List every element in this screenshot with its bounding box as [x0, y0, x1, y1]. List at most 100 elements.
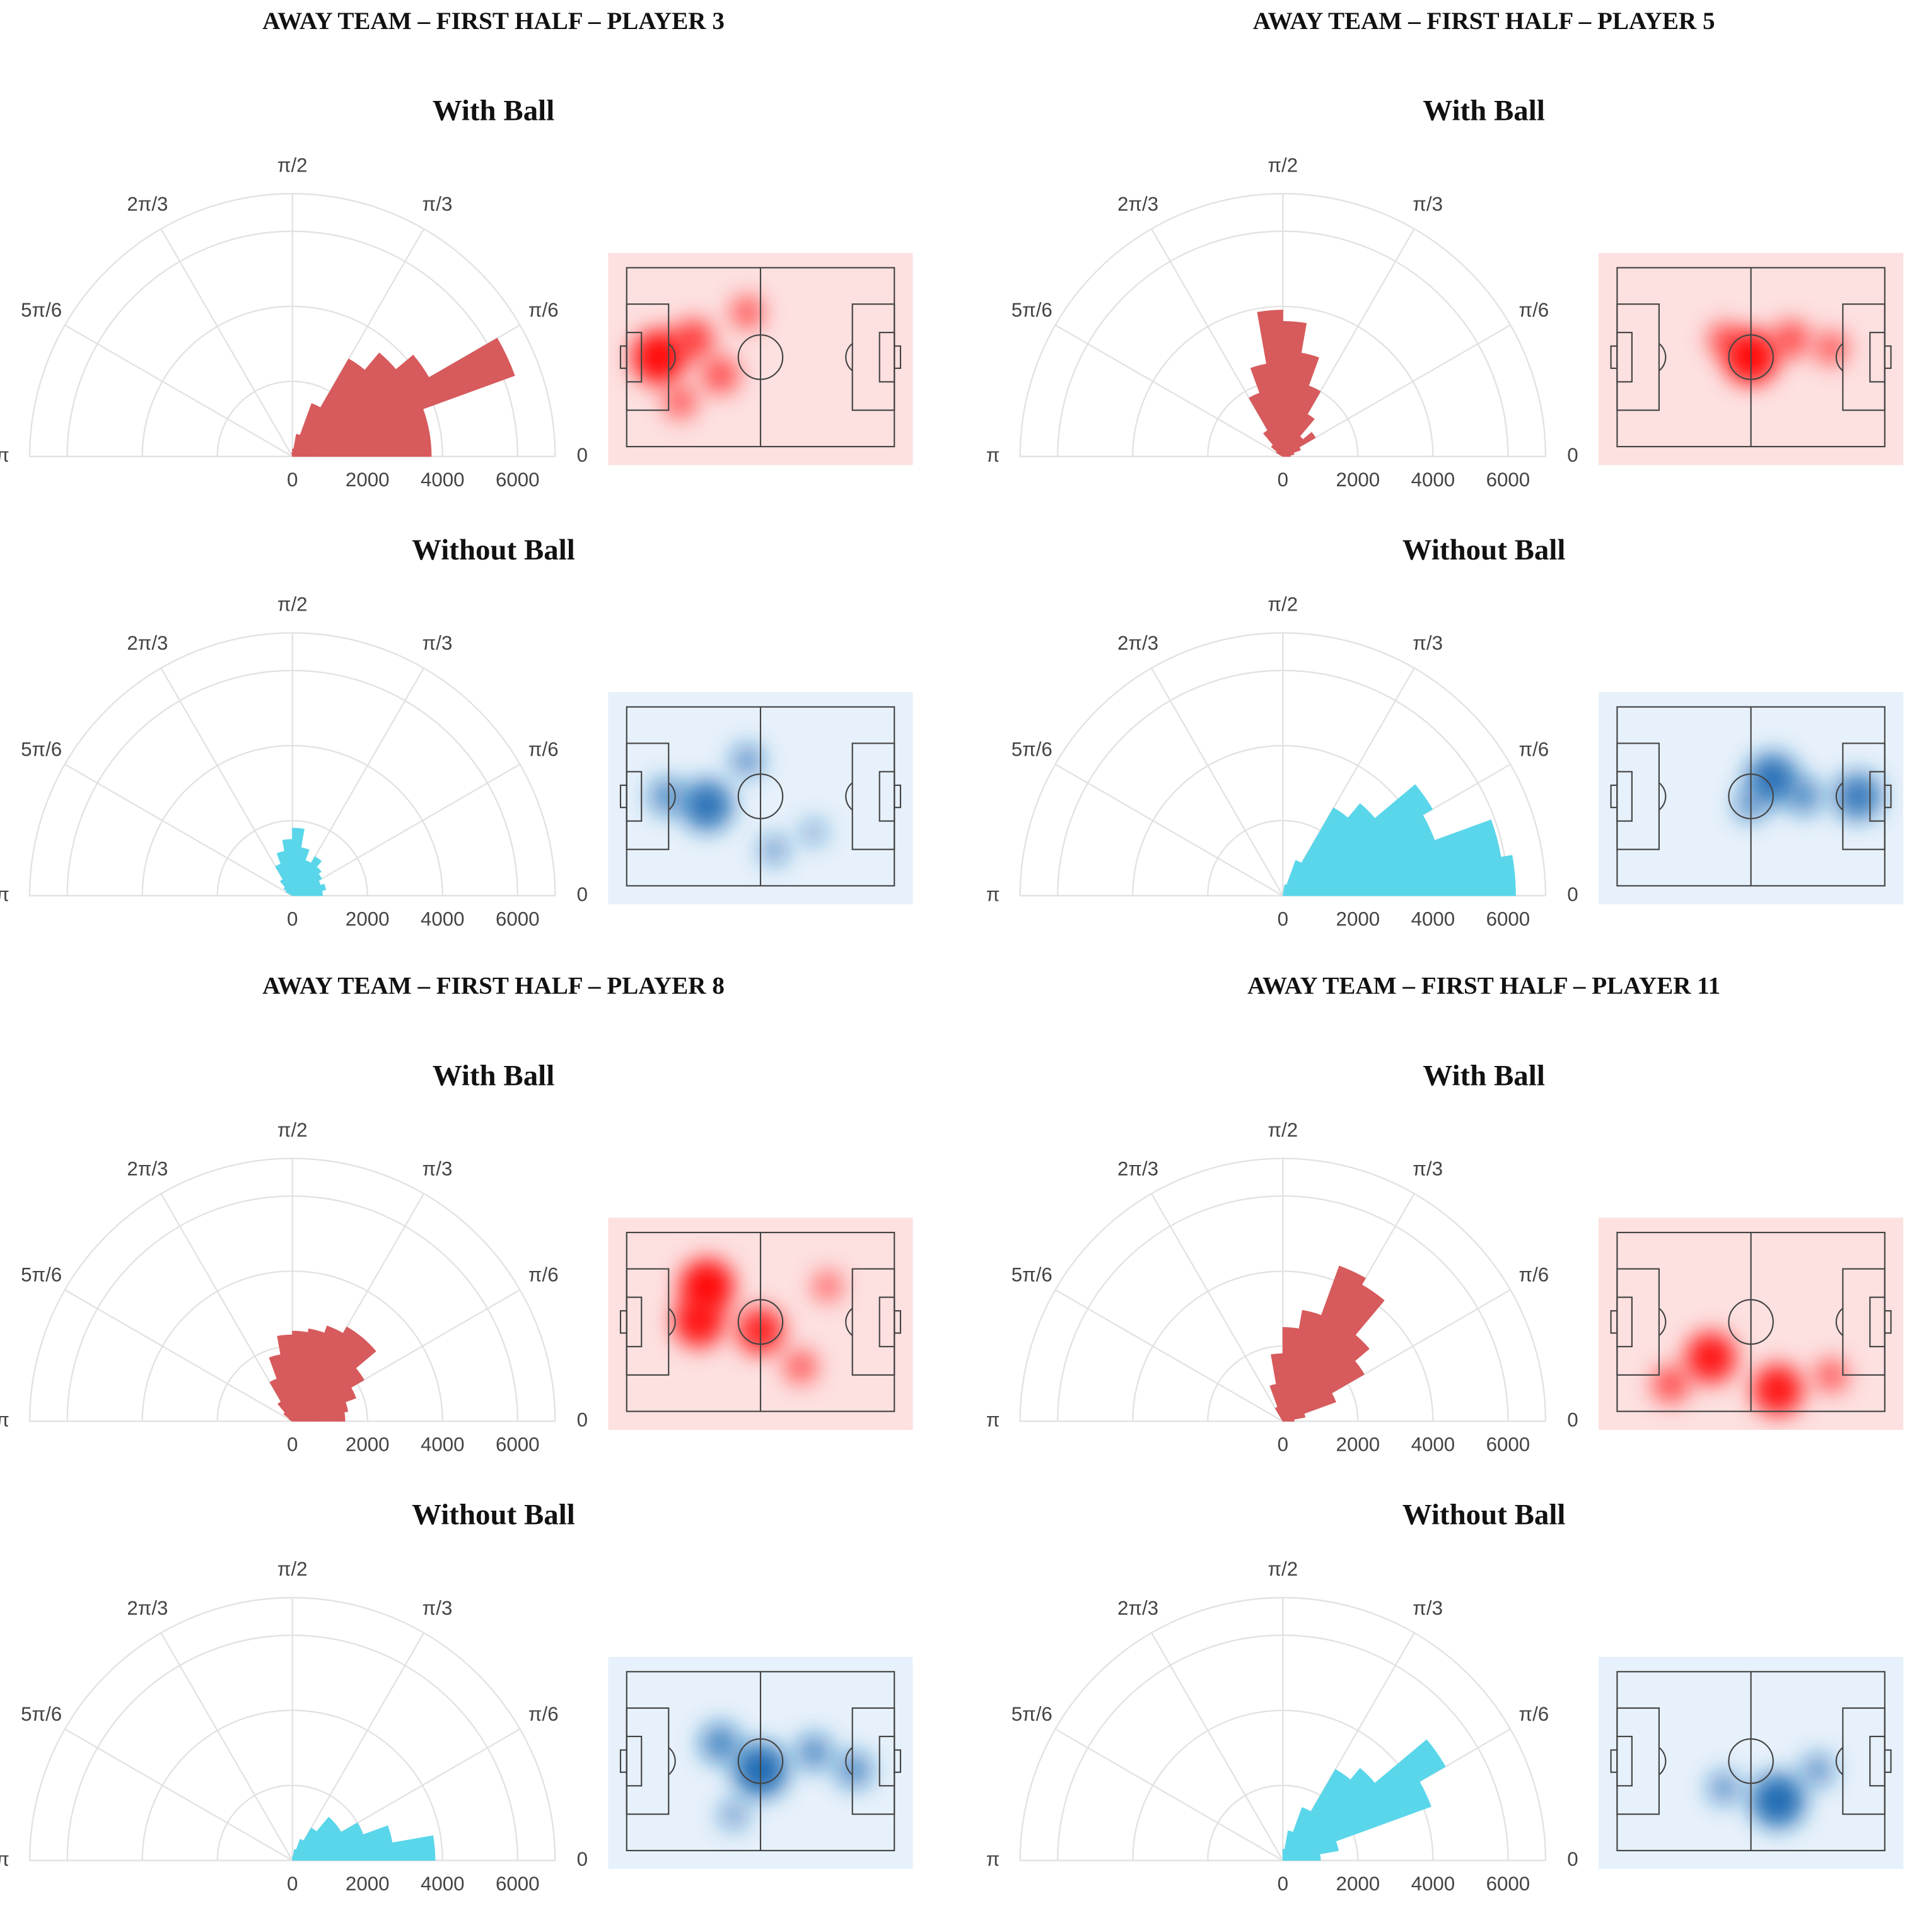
- subplot-title: With Ball: [1423, 1059, 1544, 1092]
- rose-bar: [292, 1822, 364, 1861]
- density-spot: [800, 819, 827, 846]
- theta-tick-label: 0: [577, 883, 588, 905]
- density-spot: [631, 330, 686, 385]
- r-tick-label: 2000: [1336, 469, 1380, 491]
- r-tick-label: 0: [287, 908, 298, 930]
- rose-bar: [1250, 363, 1283, 457]
- subplot-title: With Ball: [433, 1059, 554, 1092]
- goal: [894, 784, 902, 809]
- theta-grid-line: [1054, 1289, 1283, 1422]
- theta-tick-label: π/3: [1413, 193, 1443, 215]
- rose-bar: [292, 337, 515, 457]
- theta-grid-line: [1054, 763, 1283, 897]
- r-tick-label: 2000: [346, 1434, 390, 1456]
- r-tick-label: 2000: [346, 908, 390, 930]
- goal: [894, 1310, 902, 1334]
- density-spot: [1752, 1364, 1804, 1415]
- r-tick-label: 2000: [1336, 1873, 1380, 1895]
- r-tick-label: 4000: [421, 469, 465, 491]
- theta-tick-label: π/6: [528, 299, 559, 321]
- r-tick-label: 4000: [421, 908, 465, 930]
- rose-bar: [292, 1330, 309, 1422]
- penalty-arc: [1835, 1747, 1844, 1776]
- goal: [619, 1310, 627, 1334]
- density-spot: [836, 1751, 873, 1789]
- penalty-arc: [668, 1308, 676, 1337]
- rose-bar: [292, 828, 305, 896]
- density-spot: [1786, 778, 1823, 815]
- theta-tick-label: 5π/6: [21, 1703, 62, 1725]
- theta-tick-label: π/2: [1268, 1558, 1298, 1580]
- theta-tick-label: π/6: [1519, 738, 1549, 760]
- rose-bar: [1283, 1739, 1446, 1861]
- rose-bar: [292, 1325, 344, 1422]
- goal: [894, 345, 902, 369]
- theta-tick-label: π/3: [423, 1597, 453, 1619]
- theta-tick-label: π: [0, 883, 9, 905]
- theta-grid-line: [1054, 324, 1283, 457]
- rose-bar: [292, 448, 294, 457]
- theta-tick-label: 2π/3: [127, 1157, 168, 1180]
- density-layer: [1707, 1753, 1835, 1828]
- rose-bar: [292, 1825, 393, 1861]
- rose-bar: [1282, 1769, 1351, 1861]
- r-tick-label: 0: [1278, 1434, 1288, 1456]
- theta-tick-label: π/2: [277, 154, 308, 176]
- penalty-arc: [1658, 1747, 1667, 1776]
- theta-tick-label: π/6: [528, 738, 559, 760]
- subplot-title: With Ball: [1423, 95, 1544, 127]
- rose-bar: [1282, 1326, 1300, 1422]
- rose-bar: [1274, 1407, 1283, 1422]
- density-spot: [663, 385, 697, 419]
- centre-circle: [737, 773, 784, 819]
- centre-circle: [737, 1299, 784, 1345]
- r-tick-label: 0: [1278, 908, 1288, 930]
- rose-bar: [1282, 1309, 1322, 1422]
- rose-bar: [1271, 444, 1283, 457]
- theta-tick-label: π/3: [1413, 1157, 1443, 1180]
- theta-grid-line: [64, 1728, 293, 1861]
- theta-grid-line: [160, 1632, 293, 1861]
- r-tick-label: 2000: [1336, 1434, 1380, 1456]
- centre-circle: [1728, 334, 1774, 380]
- subplot-title: Without Ball: [1402, 534, 1566, 566]
- r-tick-label: 6000: [1486, 908, 1530, 930]
- goal: [1610, 784, 1618, 809]
- goal: [1884, 784, 1892, 809]
- theta-tick-label: π/6: [528, 1264, 559, 1286]
- penalty-arc: [668, 782, 676, 811]
- theta-tick-label: π/6: [1519, 299, 1549, 321]
- panel-title: AWAY TEAM – FIRST HALF – PLAYER 3: [262, 8, 725, 35]
- theta-tick-label: 2π/3: [127, 1597, 168, 1619]
- theta-tick-label: π/3: [423, 1157, 453, 1180]
- density-spot: [1834, 773, 1882, 821]
- r-tick-label: 4000: [1411, 1434, 1455, 1456]
- density-spot: [1707, 1771, 1741, 1805]
- theta-tick-label: 0: [577, 444, 588, 466]
- density-spot: [700, 1723, 741, 1764]
- theta-tick-label: 2π/3: [1117, 1157, 1158, 1180]
- rose-bar: [292, 1326, 363, 1422]
- rose-bar: [292, 1839, 305, 1861]
- theta-tick-label: 5π/6: [21, 299, 62, 321]
- rose-bar: [275, 864, 293, 896]
- polar-frame: [1019, 632, 1547, 897]
- panel-title: AWAY TEAM – FIRST HALF – PLAYER 11: [1247, 973, 1720, 1000]
- theta-tick-label: π/2: [1268, 154, 1298, 176]
- pitch: [619, 1231, 902, 1412]
- density-spot: [718, 1800, 749, 1830]
- theta-tick-label: π: [0, 444, 9, 466]
- goal: [619, 345, 627, 369]
- subplot-title: Without Ball: [412, 534, 575, 566]
- goal: [1884, 1749, 1892, 1773]
- theta-tick-label: 0: [1567, 444, 1578, 466]
- theta-tick-label: π/6: [528, 1703, 559, 1725]
- pitch: [1610, 1231, 1892, 1412]
- density-spot: [673, 319, 714, 360]
- density-spot: [759, 834, 790, 865]
- subplot: Without Ball 0 2000 4000 6000 0 π/6 π/3 π/2 2π/3 5…: [0, 534, 913, 930]
- r-tick-label: 6000: [1486, 1434, 1530, 1456]
- goal: [619, 784, 627, 809]
- theta-tick-label: 0: [1567, 1848, 1578, 1870]
- density-spot: [730, 295, 764, 329]
